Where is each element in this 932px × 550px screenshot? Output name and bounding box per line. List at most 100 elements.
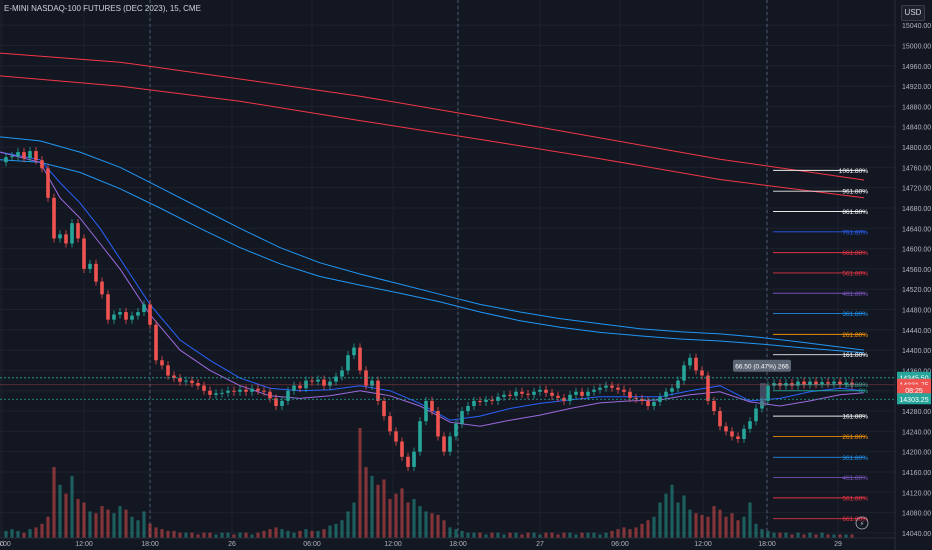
volume-bar — [28, 529, 32, 538]
grid-lines — [0, 0, 895, 538]
candle-body — [76, 223, 80, 239]
fib-level-label: 361.80% — [842, 455, 868, 462]
candle-body — [334, 376, 338, 382]
ema-purple-line — [0, 151, 865, 427]
y-tick-label: 14080.00 — [902, 511, 931, 518]
fib-level-label: 261.80% — [842, 332, 868, 339]
y-tick-label: 14440.00 — [902, 328, 931, 335]
candle-body — [448, 436, 452, 452]
price-label-box — [897, 371, 931, 383]
volume-bar — [178, 532, 182, 538]
y-tick-label: 14880.00 — [902, 104, 931, 111]
candle-body — [22, 152, 26, 159]
candle-body — [10, 156, 14, 158]
price-label-box — [897, 393, 931, 405]
candle-body — [688, 357, 692, 366]
candle-body — [262, 390, 266, 392]
volume-bar — [688, 509, 692, 538]
y-tick-label: 15000.00 — [902, 43, 931, 50]
volume-bar — [88, 511, 92, 538]
candle-body — [52, 197, 56, 239]
volume-bar — [742, 516, 746, 538]
volume-bar — [496, 532, 500, 538]
volume-bar — [754, 523, 758, 538]
volume-bar — [130, 516, 134, 538]
volume-bar — [208, 532, 212, 538]
volume-bars — [4, 428, 854, 538]
candle-body — [490, 399, 494, 401]
candle-body — [556, 395, 560, 398]
volume-bar — [574, 534, 578, 538]
candle-body — [286, 390, 290, 401]
volume-bar — [844, 534, 848, 538]
candle-body — [112, 314, 116, 320]
volume-bar — [838, 534, 842, 538]
volume-bar — [682, 495, 686, 538]
volume-bar — [460, 530, 464, 538]
volume-bar — [202, 532, 206, 538]
candle-body — [736, 436, 740, 439]
y-tick-label: 14600.00 — [902, 247, 931, 254]
volume-bar — [658, 502, 662, 538]
candle-body — [844, 382, 848, 385]
ema-long-line — [0, 52, 865, 181]
volume-bar — [274, 527, 278, 538]
volume-bar — [634, 527, 638, 538]
candle-body — [484, 399, 488, 402]
volume-bar — [382, 479, 386, 538]
volume-bar — [790, 534, 794, 538]
volume-bar — [802, 534, 806, 538]
candle-body — [358, 347, 362, 371]
volume-bar — [418, 506, 422, 538]
candle-body — [712, 400, 716, 412]
volume-bar — [826, 534, 830, 538]
candle-body — [322, 379, 326, 386]
candle-body — [694, 357, 698, 371]
candle-body — [538, 389, 542, 392]
volume-bar — [172, 530, 176, 538]
volume-bar — [142, 511, 146, 538]
y-tick-label: 14040.00 — [902, 531, 931, 538]
x-tick-label: 18:00 — [449, 541, 467, 548]
x-tick-label: 12:00 — [694, 541, 712, 548]
candle-body — [316, 379, 320, 382]
volume-bar — [358, 428, 362, 538]
candle-body — [850, 382, 854, 386]
ema-mid-line-2 — [0, 159, 865, 354]
volume-bar — [226, 532, 230, 538]
currency-button[interactable]: USD — [901, 5, 925, 21]
volume-bar — [562, 532, 566, 538]
volume-bar — [568, 532, 572, 538]
volume-bar — [352, 502, 356, 538]
y-tick-label: 14120.00 — [902, 490, 931, 497]
candle-body — [670, 388, 674, 392]
volume-bar — [322, 529, 326, 538]
fibonacci-extension[interactable]: 1061.80% 961.80% 861.80% 761.80% 661.80% 561.… — [733, 168, 868, 523]
volume-bar — [244, 532, 248, 538]
volume-bar — [532, 532, 536, 538]
y-tick-label: 14840.00 — [902, 125, 931, 132]
fib-level-label: 1061.80% — [839, 168, 868, 175]
candle-body — [172, 375, 176, 379]
y-tick-label: 14920.00 — [902, 84, 931, 91]
candle-body — [616, 387, 620, 390]
candle-body — [682, 365, 686, 381]
volume-bar — [610, 530, 614, 538]
candle-body — [544, 389, 548, 393]
volume-bar — [586, 532, 590, 538]
y-tick-label: 14240.00 — [902, 429, 931, 436]
candle-body — [610, 385, 614, 388]
candle-body — [40, 160, 44, 169]
candle-body — [724, 426, 728, 432]
volume-bar — [712, 506, 716, 538]
volume-bar — [388, 498, 392, 538]
volume-bar — [424, 511, 428, 538]
candle-body — [550, 392, 554, 396]
x-tick-label: 30 — [0, 541, 4, 548]
candle-body — [634, 397, 638, 399]
volume-bar — [58, 484, 62, 538]
y-tick-label: 14480.00 — [902, 308, 931, 315]
volume-bar — [544, 532, 548, 538]
